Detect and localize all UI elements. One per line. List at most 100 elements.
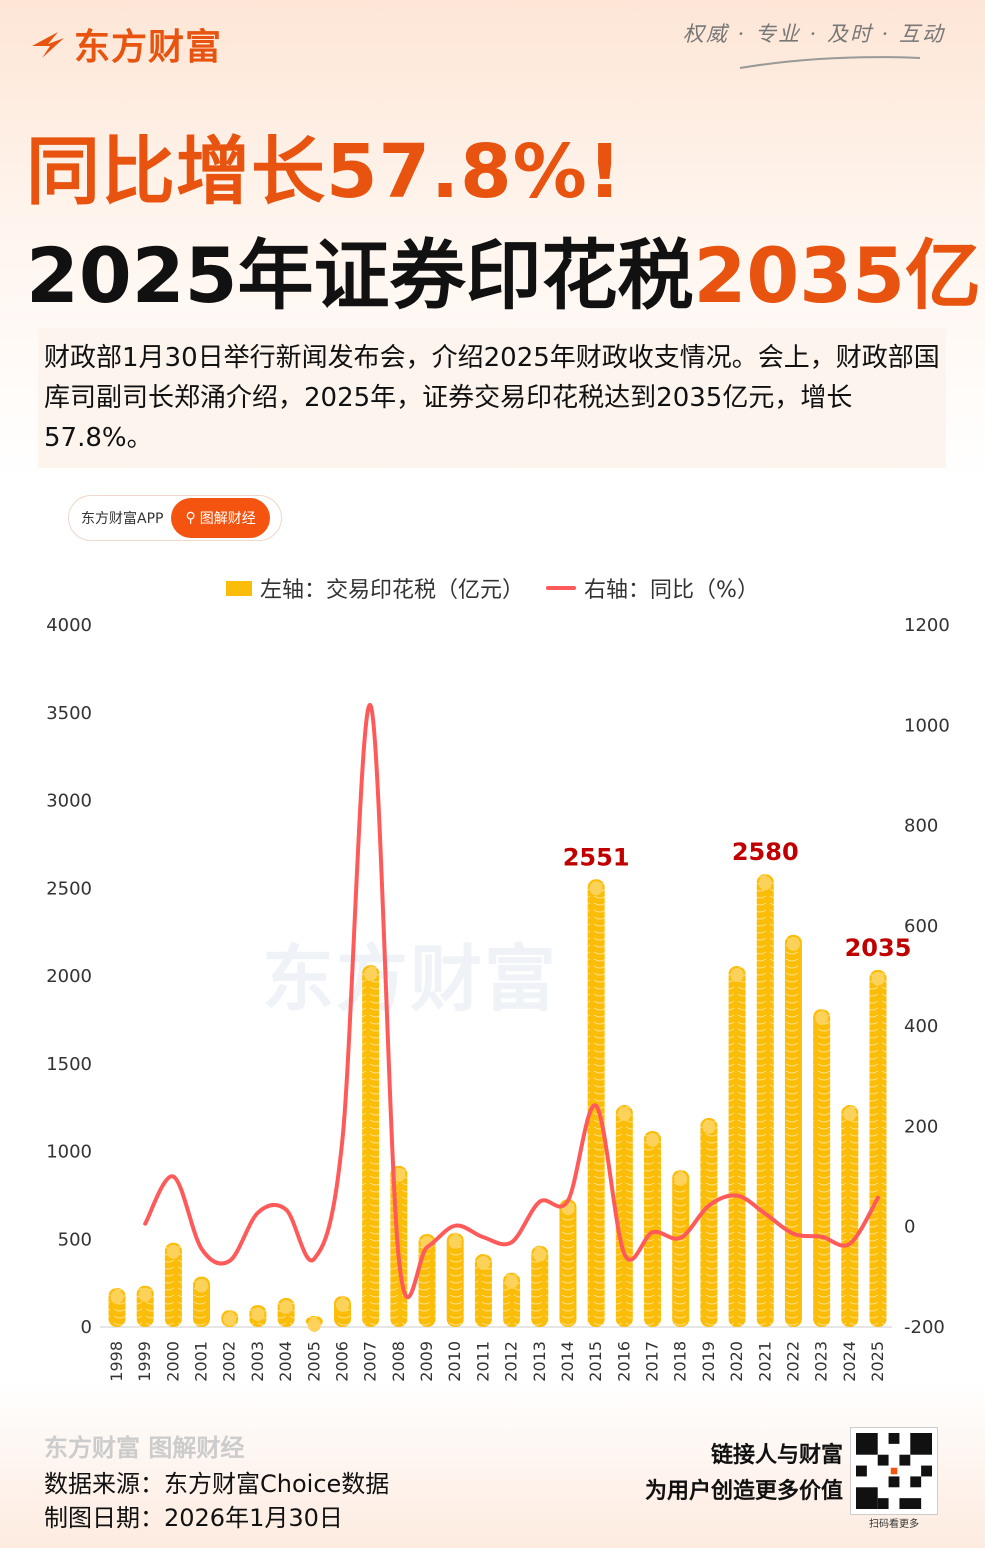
badge-app: 东方财富APP — [81, 511, 164, 527]
left-axis-tick: 2500 — [46, 878, 92, 899]
x-axis-tick: 2013 — [530, 1341, 549, 1382]
left-axis-tick: 1000 — [46, 1142, 92, 1163]
left-axis-tick: 0 — [81, 1317, 92, 1338]
x-axis-tick: 2017 — [643, 1341, 662, 1382]
left-axis-tick: 3000 — [46, 791, 92, 812]
chart-date: 制图日期：2026年1月30日 — [44, 1504, 343, 1532]
bar-2022 — [784, 934, 802, 1327]
right-axis-tick: 1000 — [904, 715, 950, 736]
coin-top-2024 — [843, 1106, 857, 1121]
coin-top-2006 — [335, 1297, 349, 1312]
watermark: 东方财富 — [262, 937, 559, 1021]
coin-top-2005 — [307, 1317, 321, 1332]
x-axis-tick: 2006 — [332, 1341, 351, 1382]
headline-prefix: 2025年证券印花税 — [26, 231, 694, 320]
coin-top-2020 — [730, 967, 744, 982]
x-axis-tick: 2008 — [389, 1341, 408, 1382]
x-axis-tick: 2020 — [727, 1341, 746, 1382]
bar-2018 — [672, 1169, 690, 1327]
coin-top-2013 — [533, 1247, 547, 1262]
coin-top-2019 — [702, 1119, 716, 1134]
data-label-2015: 2551 — [563, 843, 630, 871]
qr-code[interactable] — [850, 1427, 938, 1515]
x-axis-tick: 1998 — [107, 1341, 126, 1382]
bar-2013 — [531, 1245, 549, 1327]
bar-2017 — [644, 1130, 662, 1327]
x-axis-tick: 2025 — [868, 1341, 887, 1382]
data-label-2021: 2580 — [732, 838, 799, 866]
right-axis-tick: 1200 — [904, 615, 950, 636]
left-axis-tick: 1500 — [46, 1054, 92, 1075]
left-axis-tick: 500 — [58, 1229, 92, 1250]
bar-2020 — [728, 965, 746, 1327]
legend-line-label: 右轴：同比（%） — [584, 578, 759, 603]
coin-top-2016 — [617, 1106, 631, 1121]
x-axis-tick: 2018 — [671, 1341, 690, 1382]
x-axis-tick: 2010 — [445, 1341, 464, 1382]
bar-2024 — [841, 1104, 859, 1327]
x-axis-tick: 2016 — [614, 1341, 633, 1382]
x-axis-tick: 2003 — [248, 1341, 267, 1382]
x-axis-tick: 2009 — [417, 1341, 436, 1382]
coin-top-2002 — [223, 1311, 237, 1326]
x-axis-tick: 2012 — [502, 1341, 521, 1382]
x-axis-tick: 2014 — [558, 1341, 577, 1382]
coin-top-1999 — [138, 1287, 152, 1302]
x-axis-tick: 2019 — [699, 1341, 718, 1382]
x-axis-tick: 2004 — [276, 1341, 295, 1382]
coin-top-2004 — [279, 1300, 293, 1315]
footer-brand: 东方财富 图解财经 — [44, 1434, 245, 1462]
x-axis-tick: 2022 — [783, 1341, 802, 1382]
coin-top-2015 — [589, 881, 603, 896]
data-source: 数据来源：东方财富Choice数据 — [44, 1470, 390, 1498]
coin-top-2003 — [251, 1307, 265, 1322]
bar-2007 — [362, 965, 380, 1327]
chart-legend: 左轴：交易印花税（亿元） 右轴：同比（%） — [0, 572, 985, 604]
x-axis-tick: 2007 — [361, 1341, 380, 1382]
right-axis-tick: 600 — [904, 916, 938, 937]
right-axis-tick: 400 — [904, 1016, 938, 1037]
x-axis-tick: 2011 — [473, 1341, 492, 1382]
badge-tag[interactable]: ⚲ 图解财经 — [171, 498, 270, 538]
coin-top-2017 — [646, 1132, 660, 1147]
logo-text: 东方财富 — [74, 27, 223, 68]
legend-line-swatch — [546, 586, 577, 590]
x-axis-tick: 2024 — [840, 1341, 859, 1382]
bar-2015 — [587, 879, 605, 1327]
slogan-line2: 为用户创造更多价值 — [644, 1479, 843, 1504]
legend-bar-swatch — [226, 580, 253, 596]
coin-top-2007 — [364, 967, 378, 982]
bar-2010 — [446, 1232, 464, 1327]
headline-highlight: 2035亿 — [693, 231, 982, 320]
summary-text: 财政部1月30日举行新闻发布会，介绍2025年财政收支情况。会上，财政部国库司副… — [38, 328, 946, 468]
logo-icon — [32, 32, 64, 58]
chart: 0 500 1000 1500 2000 2500 3000 3500 4000 -200 0 200… — [46, 615, 950, 1382]
bar-2025 — [869, 969, 887, 1327]
coin-top-2021 — [758, 876, 772, 891]
x-axis-tick: 2023 — [812, 1341, 831, 1382]
slogan-line1: 链接人与财富 — [710, 1443, 843, 1468]
right-axis-tick: 0 — [904, 1217, 915, 1238]
brand-logo: 东方财富 — [28, 18, 222, 70]
coin-top-2025 — [871, 971, 885, 986]
x-axis-tick: 2000 — [163, 1341, 182, 1382]
x-axis-tick: 2021 — [755, 1341, 774, 1382]
left-axis-tick: 2000 — [46, 966, 92, 987]
badge-tag-label: 图解财经 — [199, 511, 256, 527]
bar-2023 — [813, 1008, 831, 1327]
bar-2021 — [756, 874, 774, 1327]
coin-top-2000 — [166, 1244, 180, 1259]
coin-top-2011 — [476, 1255, 490, 1270]
left-axis-tick: 3500 — [46, 703, 92, 724]
left-axis-tick: 4000 — [46, 615, 92, 636]
coin-top-2018 — [674, 1171, 688, 1186]
search-icon: ⚲ — [185, 510, 196, 526]
data-label-2025: 2035 — [845, 934, 912, 962]
x-axis-tick: 2005 — [304, 1341, 323, 1382]
qr-caption: 扫码看更多 — [869, 1519, 919, 1530]
x-axis-tick: 2001 — [192, 1341, 211, 1382]
coin-top-1998 — [110, 1290, 124, 1305]
yoy-line — [143, 703, 880, 1300]
right-axis-tick: -200 — [904, 1317, 945, 1338]
bar-2019 — [700, 1117, 718, 1327]
